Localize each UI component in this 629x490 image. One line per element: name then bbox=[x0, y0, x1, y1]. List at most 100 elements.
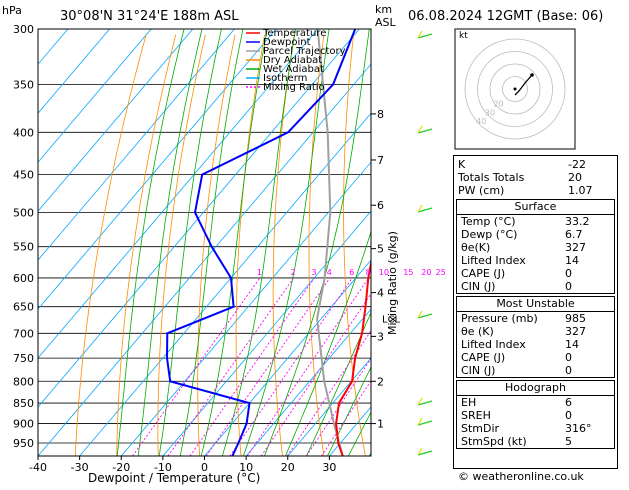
hodograph-param-label: StmDir bbox=[461, 422, 500, 435]
wind-barb-flag bbox=[417, 30, 423, 39]
surface-value: 0 bbox=[565, 280, 572, 293]
hodograph-end bbox=[530, 73, 534, 77]
surface-value: 33.2 bbox=[565, 215, 590, 228]
wet-adiabat-line bbox=[158, 29, 222, 456]
x-tick-label: -40 bbox=[29, 461, 47, 474]
hodograph-param-label: StmSpd (kt) bbox=[461, 435, 527, 448]
mixing-ratio-axis-label: Mixing Ratio (g/kg) bbox=[386, 231, 399, 335]
wet-adiabat-line bbox=[116, 29, 185, 456]
isotherm-line bbox=[38, 29, 235, 261]
km-tick-label: 2 bbox=[377, 375, 384, 388]
wind-barb-flag bbox=[417, 417, 423, 426]
pressure-tick-label: 650 bbox=[13, 301, 34, 314]
temperature-line bbox=[335, 257, 371, 456]
most-unstable-value: 0 bbox=[565, 351, 572, 364]
pressure-tick-label: 500 bbox=[13, 206, 34, 219]
isotherm-line bbox=[38, 29, 152, 163]
isotherm-line bbox=[38, 63, 371, 456]
dry-adiabat-line bbox=[308, 34, 325, 456]
mixing-ratio-label: 20 bbox=[421, 268, 431, 277]
plot-background-lines bbox=[38, 29, 371, 456]
km-tick-label: 4 bbox=[377, 287, 384, 300]
surface-title: Surface bbox=[457, 200, 614, 215]
wind-barb bbox=[417, 420, 433, 426]
most-unstable-value: 14 bbox=[565, 338, 579, 351]
asl-axis-title: ASL bbox=[375, 16, 397, 29]
pressure-tick-label: 550 bbox=[13, 241, 34, 254]
isotherm-line bbox=[245, 308, 371, 456]
legend-label: Parcel Trajectory bbox=[263, 46, 346, 57]
pw-label: PW (cm) bbox=[458, 184, 505, 197]
hodograph-ring-label: 20 bbox=[494, 100, 504, 109]
hodograph-trace bbox=[514, 74, 533, 96]
dry-adiabat-line bbox=[272, 34, 295, 456]
hodograph-kt-label: kt bbox=[459, 31, 468, 41]
hodograph-param-label: EH bbox=[461, 396, 477, 409]
hodograph-section: Hodograph EH 6 SREH 0 StmDir 316° StmSpd (kt) 5 bbox=[456, 380, 615, 449]
mixing-ratio-label: 8 bbox=[366, 268, 371, 277]
surface-row: Temp (°C) 33.2 bbox=[457, 215, 614, 228]
surface-value: 327 bbox=[565, 241, 586, 254]
datetime-title: 06.08.2024 12GMT (Base: 06) bbox=[408, 9, 603, 24]
plot-labels: 1 2 3 4 6 8 10 15 20 2530035040045050055060065070… bbox=[13, 23, 446, 474]
isotherm-line bbox=[204, 259, 371, 456]
isotherm-line bbox=[120, 161, 371, 456]
x-tick-label: 0 bbox=[201, 461, 208, 474]
totals-label: Totals Totals bbox=[458, 171, 525, 184]
mixing-ratio-label: 2 bbox=[291, 268, 296, 277]
km-tick-label: 7 bbox=[377, 154, 384, 167]
wind-barb-flag bbox=[417, 447, 423, 456]
km-tick-label: 5 bbox=[377, 243, 384, 256]
x-tick-label: -30 bbox=[71, 461, 89, 474]
k-index-row: K -22 bbox=[454, 158, 617, 171]
most-unstable-label: θe (K) bbox=[461, 325, 494, 338]
copyright: © weatheronline.co.uk bbox=[458, 470, 584, 483]
surface-row: Dewp (°C) 6.7 bbox=[457, 228, 614, 241]
wet-adiabat-line bbox=[285, 230, 371, 456]
pressure-tick-label: 950 bbox=[13, 437, 34, 450]
pressure-tick-label: 700 bbox=[13, 327, 34, 340]
k-index-label: K bbox=[458, 158, 466, 171]
hodograph-ring bbox=[464, 38, 566, 140]
mixing-ratio-line bbox=[189, 277, 315, 456]
pressure-tick-label: 350 bbox=[13, 78, 34, 91]
hodograph-ring bbox=[502, 76, 528, 102]
x-tick-label: 30 bbox=[322, 461, 336, 474]
x-tick-label: -10 bbox=[154, 461, 172, 474]
wind-barb-flag bbox=[417, 310, 423, 319]
pressure-tick-label: 750 bbox=[13, 352, 34, 365]
dry-adiabat-line bbox=[343, 34, 366, 456]
wind-barb bbox=[417, 400, 433, 406]
pressure-tick-label: 800 bbox=[13, 375, 34, 388]
surface-label: CIN (J) bbox=[461, 280, 496, 293]
most-unstable-label: CIN (J) bbox=[461, 364, 496, 377]
mixing-ratio-label: 3 bbox=[311, 268, 316, 277]
legend-label: Mixing Ratio bbox=[263, 82, 325, 93]
wind-barb bbox=[417, 450, 433, 456]
most-unstable-row: θe (K) 327 bbox=[457, 325, 614, 338]
wind-barb-flag bbox=[417, 125, 423, 134]
dry-adiabat-line bbox=[74, 34, 147, 456]
most-unstable-value: 0 bbox=[565, 364, 572, 377]
hodograph-param-row: EH 6 bbox=[457, 396, 614, 409]
x-tick-label: -20 bbox=[112, 461, 130, 474]
pressure-tick-label: 850 bbox=[13, 397, 34, 410]
pw-value: 1.07 bbox=[568, 184, 593, 197]
hodograph-ring-label: 40 bbox=[476, 117, 486, 126]
legend-label: Isotherm bbox=[263, 73, 307, 84]
dry-adiabat-line bbox=[235, 34, 265, 456]
legend-label: Wet Adiabat bbox=[263, 64, 324, 75]
legend-label: Dry Adiabat bbox=[263, 55, 322, 66]
most-unstable-title: Most Unstable bbox=[457, 297, 614, 312]
mixing-ratio-label: 1 bbox=[257, 268, 262, 277]
hodograph-ring bbox=[489, 63, 541, 115]
mixing-ratio-line bbox=[205, 277, 331, 456]
pressure-tick-label: 600 bbox=[13, 272, 34, 285]
legend-label: Temperature bbox=[262, 28, 326, 39]
dry-adiabat-line bbox=[116, 34, 177, 456]
surface-row: Lifted Index 14 bbox=[457, 254, 614, 267]
hodograph-param-value: 5 bbox=[565, 435, 572, 448]
wet-adiabat-line bbox=[221, 29, 296, 456]
